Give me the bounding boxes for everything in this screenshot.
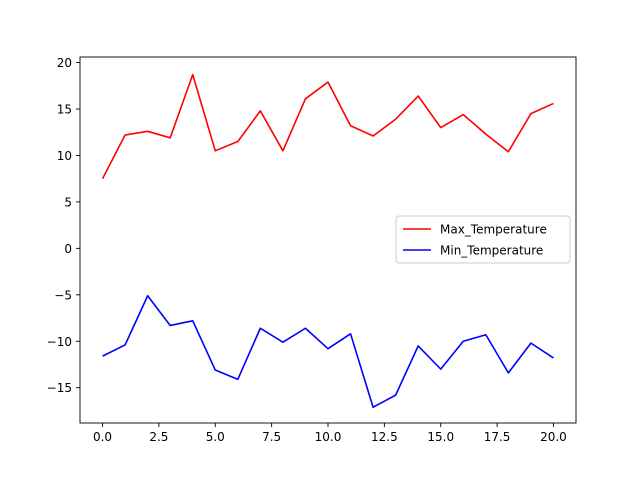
x-tick-label: 12.5	[371, 430, 398, 444]
y-tick-label: −10	[47, 335, 72, 349]
legend-label: Max_Temperature	[440, 223, 547, 237]
y-tick-label: −5	[54, 288, 72, 302]
y-tick-label: 20	[57, 56, 72, 70]
x-tick-label: 15.0	[427, 430, 454, 444]
legend-box	[395, 215, 571, 264]
x-tick-label: 2.5	[149, 430, 168, 444]
x-tick-label: 7.5	[262, 430, 281, 444]
x-tick-label: 5.0	[206, 430, 225, 444]
legend-label: Min_Temperature	[440, 244, 543, 258]
y-tick-label: 5	[64, 195, 72, 209]
series-line-max-temperature	[101, 73, 554, 180]
y-tick-label: 0	[64, 242, 72, 256]
plot-area: 0.0 2.5 5.0 7.5 10.0 12.5 15.0 17.5 20.0 −15 −10 −5…	[47, 56, 577, 444]
x-tick-label: 10.0	[315, 430, 342, 444]
y-tick-label: −15	[47, 381, 72, 395]
series-line-min-temperature	[102, 294, 554, 409]
legend: Max_Temperature Min_Temperature	[395, 215, 571, 264]
x-tick-label: 0.0	[93, 430, 112, 444]
x-tick-label: 17.5	[484, 430, 511, 444]
y-tick-label: 15	[57, 103, 72, 117]
y-tick-label: 10	[57, 149, 72, 163]
x-tick-label: 20.0	[540, 430, 567, 444]
